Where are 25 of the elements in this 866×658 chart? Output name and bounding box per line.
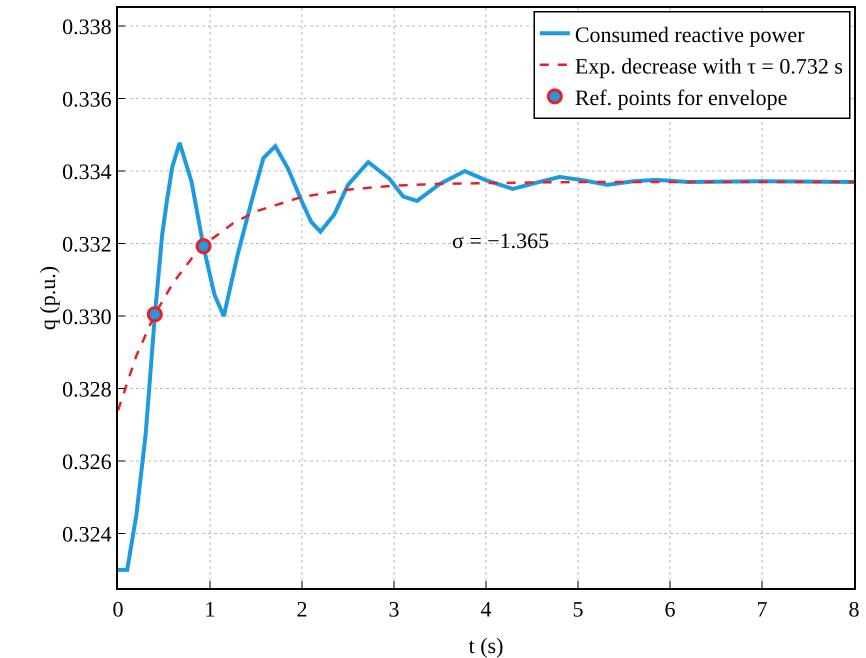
y-tick-label: 0.338 [62, 14, 112, 39]
x-tick-label: 5 [572, 596, 584, 622]
x-tick-label: 3 [388, 596, 400, 622]
line-series [118, 180, 854, 412]
y-tick-label: 0.324 [62, 521, 112, 546]
x-tick-label: 7 [756, 596, 768, 622]
x-tick-label: 2 [296, 596, 308, 622]
y-tick-label: 0.330 [62, 304, 112, 329]
y-tick-label: 0.328 [62, 376, 112, 402]
legend-label: Consumed reactive power [574, 22, 806, 47]
x-tick-label: 8 [848, 596, 860, 622]
x-tick-label: 1 [204, 596, 216, 622]
line-series [118, 140, 854, 572]
legend-label: Ref. points for envelope [574, 84, 788, 110]
y-tick-label: 0.332 [62, 231, 112, 256]
x-axis-title: t (s) [468, 633, 504, 658]
y-tick-label: 0.326 [62, 448, 112, 474]
annotation: σ = −1.365 [452, 228, 550, 253]
y-tick-label: 0.334 [62, 158, 112, 184]
y-tick-label: 0.336 [62, 86, 112, 112]
x-tick-label: 0 [112, 596, 124, 622]
x-tick-label: 4 [480, 596, 492, 622]
x-tick-label: 6 [664, 596, 676, 622]
legend-label: Exp. decrease with τ = 0.732 s [574, 53, 843, 78]
y-axis-title: q (p.u.) [35, 266, 60, 330]
